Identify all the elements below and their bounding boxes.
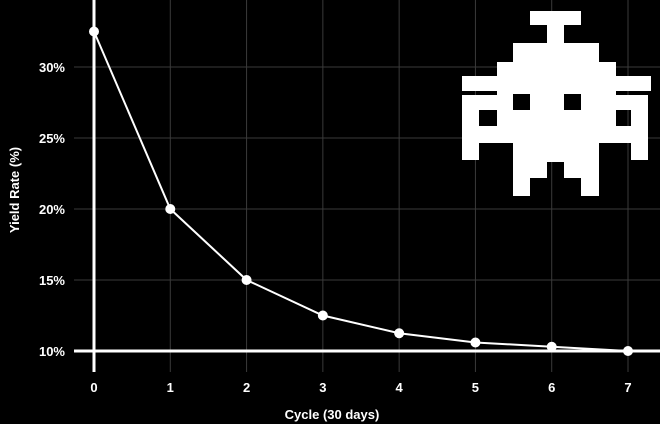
x-tick-label: 2	[243, 380, 250, 395]
y-tick-label: 10%	[39, 344, 65, 359]
space-invader-icon	[462, 11, 651, 196]
x-tick-label: 5	[472, 380, 479, 395]
x-tick-labels: 0 1 2 3 4 5 6 7	[90, 380, 631, 395]
y-tick-label: 30%	[39, 60, 65, 75]
data-point	[89, 26, 99, 37]
data-point	[165, 204, 176, 214]
x-tick-label: 6	[548, 380, 555, 395]
y-tick-labels: 10% 15% 20% 25% 30%	[39, 60, 65, 359]
x-axis-title: Cycle (30 days)	[285, 407, 380, 422]
data-point	[623, 346, 633, 356]
y-tick-label: 15%	[39, 273, 65, 288]
x-tick-label: 1	[167, 380, 174, 395]
data-point	[470, 337, 481, 348]
axes	[74, 0, 660, 372]
series-line	[93, 31, 629, 352]
data-point	[317, 310, 328, 321]
data-point	[546, 341, 557, 352]
x-tick-label: 3	[319, 380, 326, 395]
data-point	[394, 328, 405, 339]
data-point	[241, 275, 252, 285]
y-tick-label: 20%	[39, 202, 65, 217]
yield-series	[89, 26, 633, 356]
x-tick-label: 7	[624, 380, 631, 395]
x-tick-label: 0	[90, 380, 97, 395]
y-axis-title: Yield Rate (%)	[7, 147, 22, 233]
y-tick-label: 25%	[39, 131, 65, 146]
x-tick-label: 4	[396, 380, 404, 395]
